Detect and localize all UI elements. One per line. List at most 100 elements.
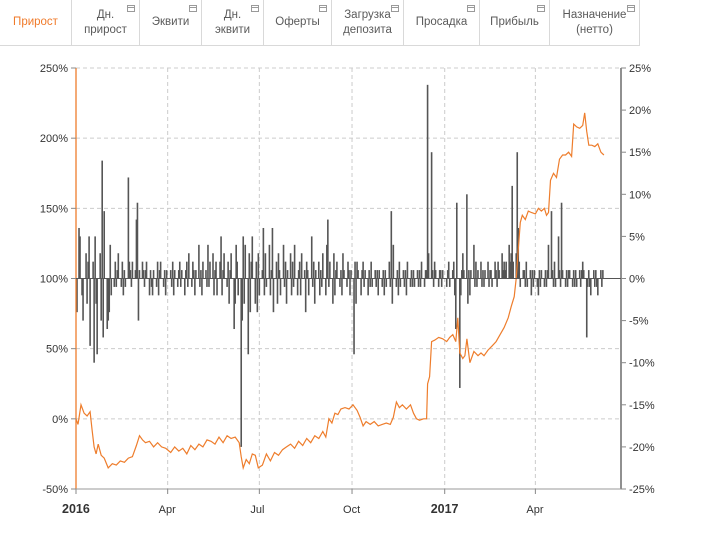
daily-bar [491, 278, 493, 287]
daily-bar [600, 270, 602, 279]
daily-bar [367, 278, 369, 296]
daily-bar [108, 278, 111, 313]
tab-5[interactable]: Загрузка депозита [332, 0, 404, 45]
daily-bar [89, 278, 91, 346]
daily-bar [454, 278, 457, 330]
right-tick-label: 10% [629, 189, 651, 201]
daily-bar [214, 270, 216, 279]
daily-bar [162, 278, 165, 287]
daily-bar [157, 278, 160, 296]
daily-bar [248, 253, 251, 279]
daily-bar [192, 261, 194, 279]
daily-bar [240, 278, 243, 447]
daily-bar [571, 278, 574, 287]
daily-bar [328, 278, 330, 287]
tab-1[interactable]: Дн. прирост [72, 0, 140, 45]
daily-bar [103, 211, 106, 279]
daily-bar [180, 270, 183, 279]
daily-bar [113, 278, 116, 287]
x-tick-label: 2017 [431, 502, 459, 516]
daily-bar [460, 278, 462, 296]
daily-bar [327, 219, 329, 279]
daily-bar [205, 270, 207, 279]
daily-bar [276, 278, 279, 304]
daily-bar [403, 278, 406, 287]
daily-bar [494, 261, 496, 279]
daily-bar [390, 211, 393, 279]
tab-6[interactable]: Просадка [404, 0, 480, 45]
daily-bar [353, 278, 355, 355]
daily-bar [395, 278, 398, 287]
daily-bar [332, 278, 334, 304]
daily-bar [135, 219, 138, 279]
daily-bar [188, 253, 190, 279]
daily-bar [564, 278, 567, 287]
daily-bar [142, 270, 145, 279]
daily-bar [446, 270, 449, 279]
daily-bar [303, 270, 306, 279]
tab-8[interactable]: Назначение (нетто) [550, 0, 640, 45]
tab-expand-icon [189, 5, 197, 12]
daily-bar [155, 278, 158, 287]
daily-bar [92, 261, 94, 279]
daily-bar [292, 278, 295, 287]
right-tick-label: 5% [629, 231, 645, 243]
daily-bar [241, 278, 244, 321]
daily-bar [170, 278, 173, 287]
daily-bar [350, 270, 352, 279]
tab-0[interactable]: Прирост [0, 0, 72, 45]
daily-bar [602, 270, 604, 279]
tab-4[interactable]: Оферты [264, 0, 332, 45]
daily-bar [417, 278, 420, 287]
daily-bar [496, 278, 498, 287]
daily-bar [462, 253, 464, 279]
left-tick-label: 50% [46, 344, 68, 356]
daily-bar [275, 261, 278, 279]
daily-bar [277, 253, 280, 279]
daily-bar [477, 270, 479, 279]
daily-bar [230, 253, 232, 279]
daily-growth-bars [76, 84, 604, 447]
daily-bar [537, 278, 540, 296]
daily-bar [96, 278, 98, 355]
daily-bar [384, 270, 387, 279]
daily-bar [193, 270, 195, 279]
left-tick-label: 150% [40, 203, 68, 215]
x-tick-label: Apr [159, 504, 176, 516]
daily-bar [476, 278, 478, 287]
daily-bar [279, 278, 282, 296]
daily-bar [453, 278, 456, 296]
tab-3[interactable]: Дн. эквити [202, 0, 264, 45]
daily-bar [282, 244, 285, 279]
daily-bar [398, 261, 401, 279]
daily-bar [573, 278, 576, 287]
daily-bar [202, 261, 204, 279]
daily-bar [561, 270, 564, 279]
daily-bar [522, 270, 525, 279]
daily-bar [376, 270, 379, 279]
daily-bar [220, 236, 222, 279]
daily-bar [404, 270, 407, 279]
daily-bar [127, 177, 130, 279]
daily-bar [377, 278, 380, 296]
daily-bar [156, 261, 159, 279]
daily-bar [375, 278, 378, 287]
daily-bar [317, 261, 320, 279]
daily-bar [360, 278, 362, 296]
daily-bar [200, 270, 202, 279]
daily-bar [580, 270, 583, 279]
daily-bar [434, 270, 437, 279]
daily-bar [164, 278, 167, 296]
daily-bar [150, 278, 153, 287]
daily-bar [269, 278, 272, 296]
tab-expand-icon [391, 5, 399, 12]
daily-bar [559, 278, 562, 287]
daily-bar [250, 261, 253, 279]
daily-bar [498, 270, 500, 279]
daily-bar [589, 278, 592, 296]
tab-2[interactable]: Эквити [140, 0, 202, 45]
daily-bar [79, 236, 81, 279]
tab-7[interactable]: Прибыль [480, 0, 550, 45]
right-tick-label: -20% [629, 442, 655, 454]
